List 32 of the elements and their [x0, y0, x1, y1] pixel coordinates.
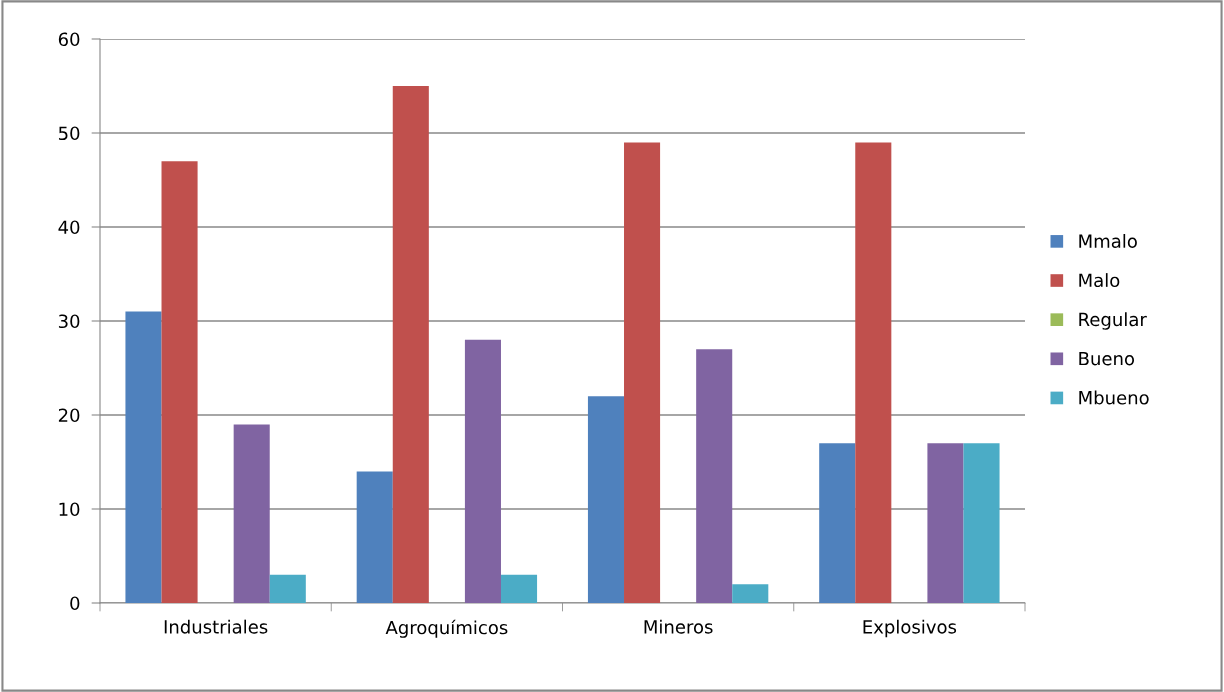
bar [819, 443, 856, 603]
y-tick-label: 40 [58, 220, 80, 235]
bar [732, 584, 769, 603]
bar [356, 471, 393, 603]
bar [233, 424, 270, 603]
y-tick-label: 20 [58, 408, 80, 423]
bar [464, 339, 501, 603]
bar [500, 574, 538, 603]
y-tick-label: 0 [70, 596, 80, 611]
y-tick-label: 50 [58, 126, 80, 141]
bar [587, 396, 625, 603]
legend-label: Malo [1079, 273, 1120, 288]
bar [269, 574, 306, 603]
bar [161, 161, 198, 603]
y-tick-label: 60 [58, 32, 80, 47]
x-tick-label: Agroquímicos [385, 619, 508, 638]
bar [392, 86, 429, 603]
legend-label: Mbueno [1079, 390, 1149, 405]
y-tick-label: 10 [59, 502, 80, 517]
bar [855, 142, 892, 603]
bar [696, 349, 733, 603]
bar [927, 443, 964, 603]
x-tick-label: Industriales [164, 619, 268, 634]
x-tick-label: Mineros [644, 619, 713, 634]
bar [963, 443, 1000, 603]
legend-label: Bueno [1079, 351, 1135, 366]
legend-label: Regular [1079, 312, 1147, 330]
y-tick-label: 30 [58, 314, 80, 329]
bar [624, 142, 661, 603]
bar [125, 311, 162, 603]
legend-label: Mmalo [1079, 233, 1137, 248]
x-tick-label: Explosivos [863, 619, 957, 638]
